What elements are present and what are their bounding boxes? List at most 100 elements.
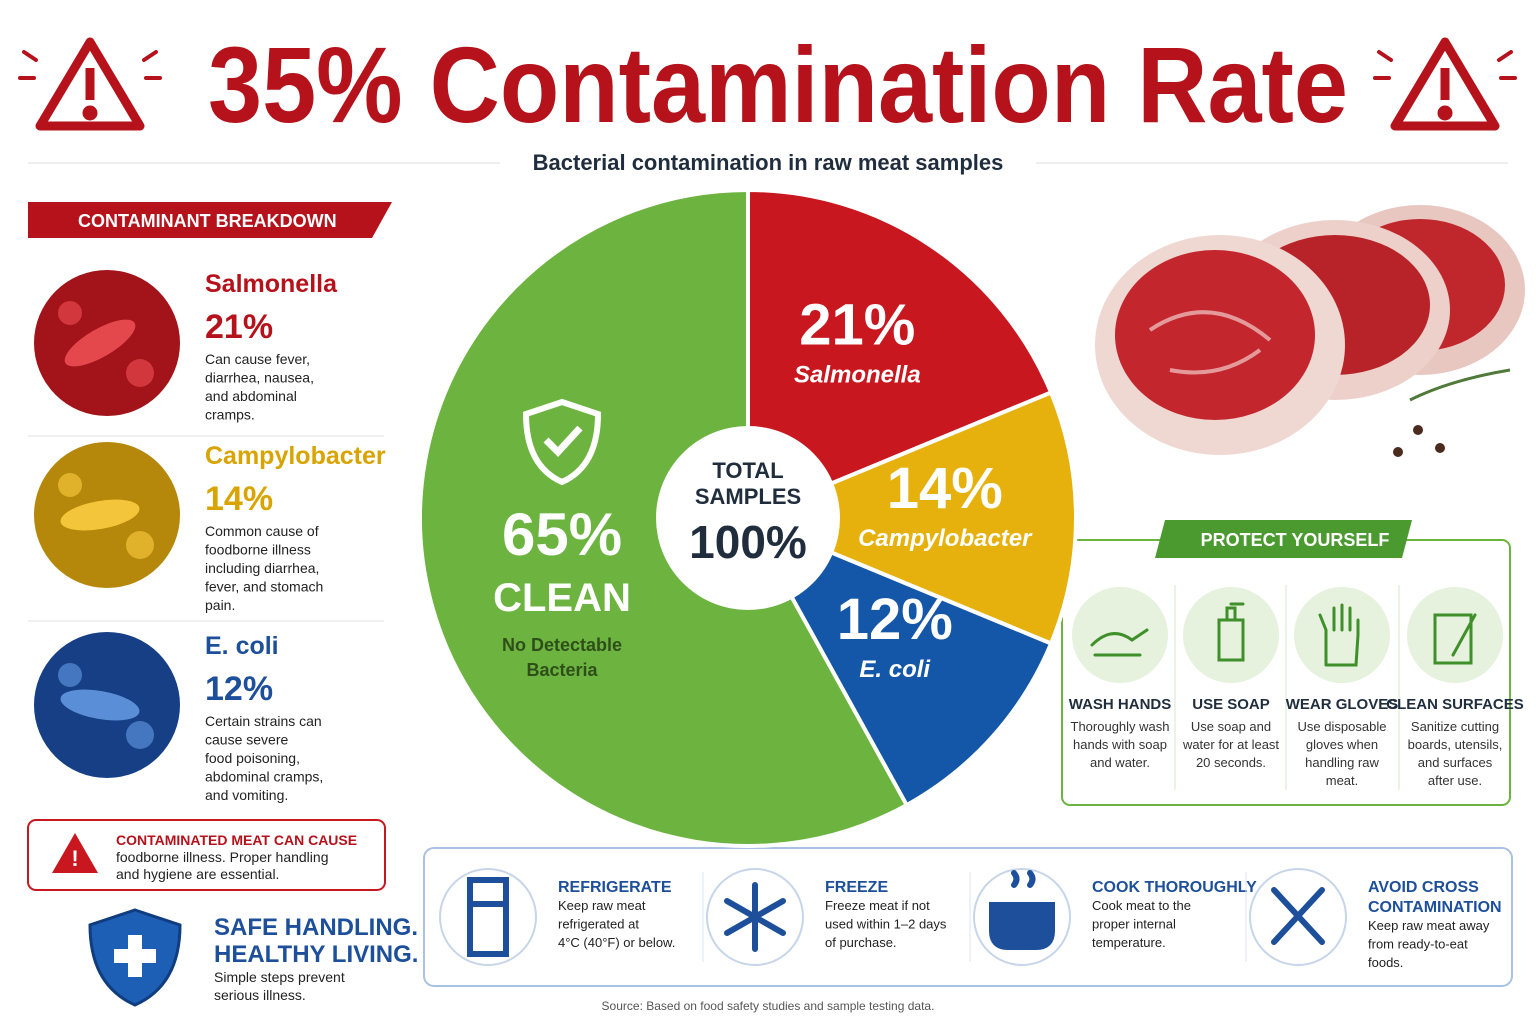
bacteria-shape — [126, 721, 154, 749]
shield-icon — [522, 398, 602, 486]
card-title: Salmonella — [205, 270, 338, 298]
warning-text: and hygiene are essential. — [116, 866, 279, 882]
bacteria-shape — [60, 499, 140, 531]
protect-item-title: WEAR GLOVES — [1286, 696, 1399, 713]
protect-icon — [1090, 628, 1149, 657]
protect-item-text: 20 seconds. — [1196, 755, 1266, 770]
pie-slice — [746, 187, 1054, 521]
warning-title: CONTAMINATED MEAT CAN CAUSE — [116, 832, 357, 848]
warning-box — [27, 819, 386, 891]
tip-title: AVOID CROSS — [1368, 879, 1479, 896]
protect-item-text: gloves when — [1306, 737, 1378, 752]
slice-value-label: 65% — [502, 501, 622, 568]
card-text: Can cause fever, — [205, 351, 310, 367]
protect-item-text: water for at least — [1182, 737, 1279, 752]
tip-text: refrigerated at — [558, 917, 639, 932]
protect-item-text: Thoroughly wash — [1071, 719, 1170, 734]
slice-value-label: 12% — [837, 587, 953, 652]
center-value: 100% — [689, 516, 807, 568]
pie-slice — [742, 389, 1078, 647]
protect-icon — [1217, 602, 1245, 662]
icon-glyph: ! — [71, 846, 78, 871]
tip-text: Cook meat to the — [1092, 898, 1191, 913]
card-text: including diarrhea, — [205, 560, 319, 576]
card-text: Common cause of — [205, 523, 319, 539]
section-title: CONTAMINANT BREAKDOWN — [78, 211, 337, 231]
protect-item-text: after use. — [1428, 773, 1482, 788]
source: Source: Based on food safety studies and… — [602, 999, 935, 1013]
protect-icon — [1318, 603, 1360, 667]
safe-text: serious illness. — [214, 987, 306, 1003]
card-value: 21% — [205, 308, 273, 346]
pie-center — [656, 426, 840, 610]
protect-banner — [1155, 520, 1412, 558]
protect-item-title: CLEAN SURFACES — [1386, 696, 1524, 713]
card-text: and abdominal — [205, 388, 297, 404]
bacteria-shape — [64, 319, 136, 367]
card-text: cramps. — [205, 407, 255, 423]
protect-item-text: and water. — [1090, 755, 1150, 770]
plus-icon — [114, 935, 156, 977]
card-text: and vomiting. — [205, 787, 288, 803]
card-text: cause severe — [205, 732, 288, 748]
card-text: diarrhea, nausea, — [205, 370, 314, 386]
section-banner — [28, 202, 392, 238]
tip-text: of purchase. — [825, 935, 897, 950]
slice-label: Salmonella — [794, 361, 921, 388]
safe-text: Simple steps prevent — [214, 969, 345, 985]
bacteria-shape — [58, 301, 82, 325]
slice-value-label: 14% — [887, 456, 1003, 521]
tip-text: foods. — [1368, 955, 1403, 970]
bacteria-shape — [126, 531, 154, 559]
card-text: abdominal cramps, — [205, 769, 323, 785]
card-text: foodborne illness — [205, 542, 311, 558]
tip-text: used within 1–2 days — [825, 917, 947, 932]
tip-text: Keep raw meat away — [1368, 918, 1490, 933]
warning-text: foodborne illness. Proper handling — [116, 849, 328, 865]
tip-icon-circle — [439, 868, 537, 966]
card-value: 14% — [205, 480, 273, 518]
protect-item-text: Sanitize cutting — [1411, 719, 1499, 734]
slice-label: Campylobacter — [858, 525, 1033, 552]
card-text: food poisoning, — [205, 750, 300, 766]
tip-icon — [467, 877, 509, 957]
protect-item-title: WASH HANDS — [1069, 696, 1172, 713]
card-title: E. coli — [205, 632, 279, 660]
bacteria-shape — [58, 473, 82, 497]
icon-circle — [1294, 587, 1390, 683]
subtitle: Bacterial contamination in raw meat samp… — [533, 150, 1004, 175]
card-value: 12% — [205, 670, 273, 708]
safe-title: HEALTHY LIVING. — [214, 941, 418, 968]
pie-slice — [743, 513, 1054, 808]
protect-item-text: boards, utensils, — [1408, 737, 1503, 752]
card-text: Certain strains can — [205, 713, 322, 729]
tip-title: CONTAMINATION — [1368, 899, 1502, 916]
protect-item-text: handling raw — [1305, 755, 1379, 770]
bacteria-shape — [126, 359, 154, 387]
tips-box — [423, 847, 1513, 987]
slice-note: No Detectable — [502, 635, 622, 655]
tip-icon — [724, 882, 786, 952]
protect-item-text: hands with soap — [1073, 737, 1167, 752]
icon-circle — [1407, 587, 1503, 683]
card-title: Campylobacter — [205, 442, 386, 470]
safe-title: SAFE HANDLING. — [214, 914, 418, 941]
warning-icon — [35, 37, 1500, 131]
center-label: SAMPLES — [695, 484, 801, 509]
tip-text: 4°C (40°F) or below. — [558, 935, 675, 950]
warning-icon — [52, 833, 98, 873]
protect-title: PROTECT YOURSELF — [1201, 530, 1390, 550]
rays — [18, 50, 1517, 80]
tip-text: Freeze meat if not — [825, 898, 930, 913]
tip-icon — [989, 870, 1055, 950]
protect-item-text: Use disposable — [1298, 719, 1387, 734]
tip-text: Keep raw meat — [558, 898, 646, 913]
icon-circle — [1183, 587, 1279, 683]
slice-note: Bacteria — [526, 660, 598, 680]
protect-item-title: USE SOAP — [1192, 696, 1270, 713]
tip-icon — [1271, 887, 1325, 945]
tip-title: REFRIGERATE — [558, 879, 672, 896]
check-icon — [543, 425, 583, 458]
